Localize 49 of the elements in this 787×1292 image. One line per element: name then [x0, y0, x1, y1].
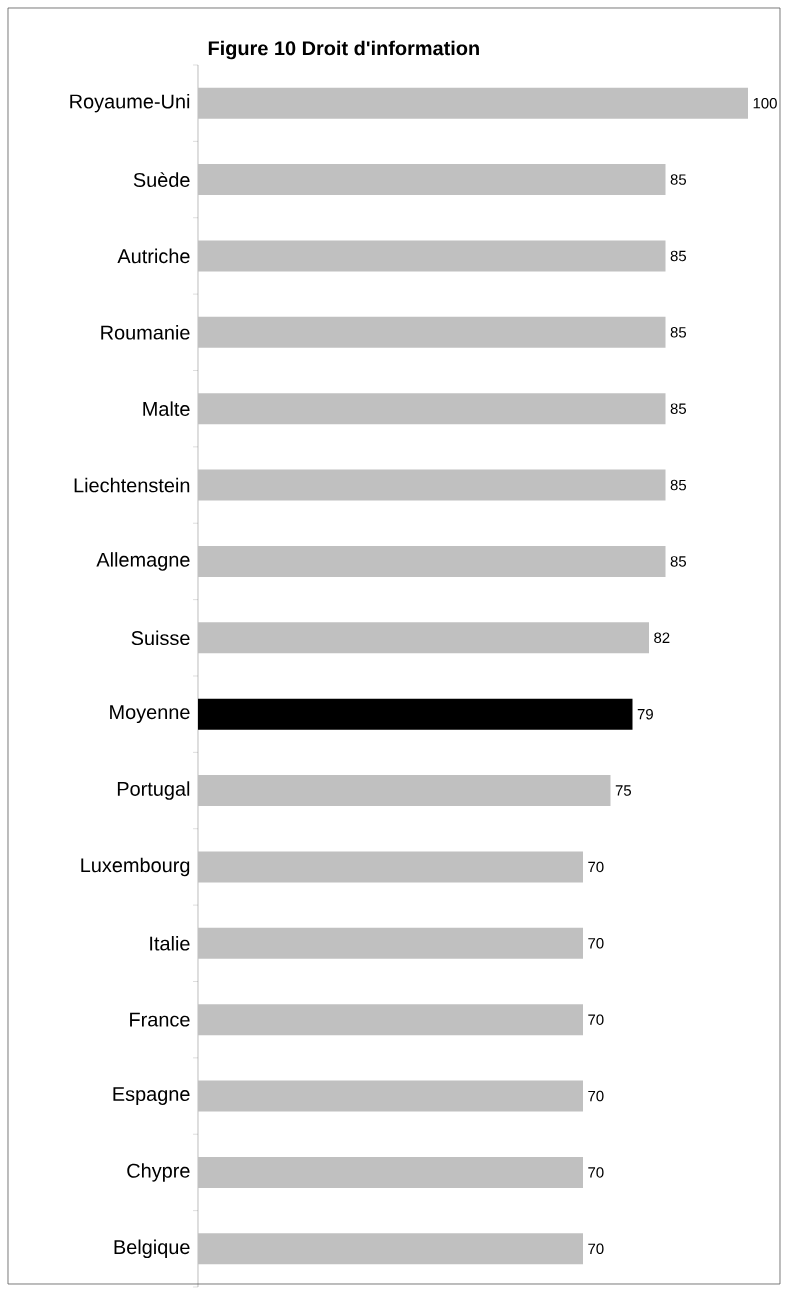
bar: [198, 240, 666, 272]
bar: [198, 851, 583, 883]
y-tick-label: Autriche: [117, 248, 190, 264]
bar: [198, 87, 748, 119]
data-label: 85: [670, 556, 687, 567]
y-tick-label: Chypre: [127, 1163, 190, 1182]
data-label: 70: [588, 1014, 604, 1025]
y-tick-label: Italie: [150, 935, 190, 951]
bar: [198, 1080, 583, 1112]
y-tick-label: Moyenne: [110, 705, 190, 724]
bar: [198, 545, 666, 577]
y-tick-label: France: [130, 1012, 190, 1027]
bar: [198, 164, 666, 196]
data-label: 70: [588, 1243, 604, 1255]
data-label: 85: [670, 403, 687, 414]
y-tick-label: Luxembourg: [81, 857, 190, 877]
y-tick-label: Suède: [133, 172, 190, 187]
data-label: 85: [670, 250, 687, 262]
data-label: 100: [753, 97, 777, 109]
bar: [198, 775, 611, 807]
bar: [198, 469, 666, 501]
y-tick-label: Royaume-Uni: [70, 93, 190, 113]
data-label: 82: [654, 632, 670, 644]
bar: [198, 698, 633, 730]
data-label: 85: [670, 327, 687, 338]
data-label: 75: [615, 785, 632, 796]
data-label: 85: [670, 479, 687, 491]
data-label: 70: [588, 938, 604, 949]
bar: [198, 1004, 583, 1036]
bar: [198, 927, 583, 959]
chart-title: Figure 10 Droit d'information: [208, 40, 479, 60]
bar: [198, 1233, 583, 1265]
bar: [198, 622, 649, 654]
data-label: 70: [588, 861, 604, 873]
bar: [198, 1156, 583, 1188]
y-tick-label: Portugal: [117, 781, 190, 800]
data-label: 79: [637, 708, 653, 720]
bar: [198, 393, 666, 425]
y-tick-label: Belgique: [114, 1239, 190, 1259]
y-tick-label: Liechtenstein: [74, 477, 190, 493]
y-tick-label: Suisse: [131, 630, 190, 646]
data-label: 70: [588, 1090, 604, 1102]
y-tick-label: Roumanie: [101, 324, 190, 340]
y-tick-label: Malte: [143, 401, 190, 416]
bar: [198, 316, 666, 348]
y-tick-label: Allemagne: [96, 552, 190, 571]
y-tick-label: Espagne: [113, 1087, 190, 1105]
data-label: 85: [670, 174, 687, 185]
data-label: 70: [588, 1167, 604, 1178]
